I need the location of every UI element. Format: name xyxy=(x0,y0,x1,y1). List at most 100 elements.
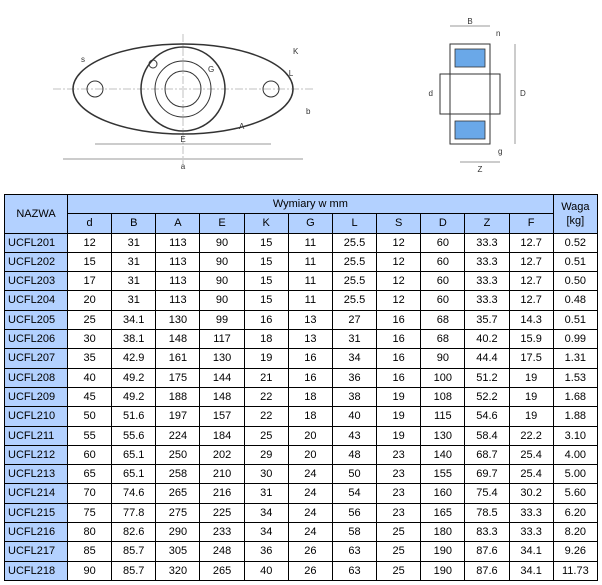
cell-value: 65.1 xyxy=(112,445,156,464)
cell-value: 54 xyxy=(332,484,376,503)
cell-value: 90 xyxy=(421,349,465,368)
cell-name: UCFL215 xyxy=(5,503,68,522)
cell-value: 36 xyxy=(244,542,288,561)
cell-value: 19 xyxy=(244,349,288,368)
cell-name: UCFL212 xyxy=(5,445,68,464)
cell-value: 85 xyxy=(68,542,112,561)
cell-value: 100 xyxy=(421,368,465,387)
cell-value: 175 xyxy=(156,368,200,387)
diagram-area: a E A s b K L G B n D d Z g xyxy=(4,4,598,184)
cell-value: 16 xyxy=(288,349,332,368)
cell-value: 56 xyxy=(332,503,376,522)
cell-value: 13 xyxy=(288,330,332,349)
cell-value: 52.2 xyxy=(465,387,509,406)
cell-value: 58.4 xyxy=(465,426,509,445)
cell-value: 130 xyxy=(421,426,465,445)
dim-d-label: d xyxy=(428,89,432,98)
table-row: UCFL202153111390151125.5126033.312.70.51 xyxy=(5,252,598,271)
cell-value: 75 xyxy=(68,503,112,522)
cell-waga: 0.50 xyxy=(553,272,597,291)
cell-value: 33.3 xyxy=(465,291,509,310)
cell-value: 34 xyxy=(332,349,376,368)
dim-a-label: a xyxy=(180,162,185,171)
cell-value: 31 xyxy=(112,291,156,310)
cell-value: 190 xyxy=(421,561,465,580)
cell-value: 18 xyxy=(244,330,288,349)
table-row: UCFL2115555.62241842520431913058.422.23.… xyxy=(5,426,598,445)
cell-value: 16 xyxy=(377,368,421,387)
cell-value: 35 xyxy=(68,349,112,368)
cell-name: UCFL204 xyxy=(5,291,68,310)
cell-value: 258 xyxy=(156,465,200,484)
table-row: UCFL201123111390151125.5126033.312.70.52 xyxy=(5,233,598,252)
cell-waga: 4.00 xyxy=(553,445,597,464)
cell-name: UCFL216 xyxy=(5,523,68,542)
dim-Z-label: Z xyxy=(477,165,482,174)
table-row: UCFL2136565.12582103024502315569.725.45.… xyxy=(5,465,598,484)
col-nazwa-header: NAZWA xyxy=(5,195,68,234)
cell-waga: 5.60 xyxy=(553,484,597,503)
spec-table: NAZWA Wymiary w mm Waga [kg] dBAEKGLSDZF… xyxy=(4,194,598,581)
cell-value: 40 xyxy=(332,407,376,426)
cell-value: 197 xyxy=(156,407,200,426)
col-d-header: d xyxy=(68,214,112,233)
cell-value: 23 xyxy=(377,465,421,484)
cell-value: 65 xyxy=(68,465,112,484)
cell-name: UCFL214 xyxy=(5,484,68,503)
cell-value: 210 xyxy=(200,465,244,484)
cell-value: 75.4 xyxy=(465,484,509,503)
cell-name: UCFL201 xyxy=(5,233,68,252)
cell-value: 34.1 xyxy=(509,542,553,561)
cell-value: 35.7 xyxy=(465,310,509,329)
cell-value: 44.4 xyxy=(465,349,509,368)
cell-value: 87.6 xyxy=(465,561,509,580)
cell-value: 155 xyxy=(421,465,465,484)
cell-value: 23 xyxy=(377,484,421,503)
table-row: UCFL2063038.1148117181331166840.215.90.9… xyxy=(5,330,598,349)
cell-value: 90 xyxy=(200,233,244,252)
dim-g-label: g xyxy=(498,147,502,156)
cell-value: 15 xyxy=(244,272,288,291)
table-header: NAZWA Wymiary w mm Waga [kg] dBAEKGLSDZF xyxy=(5,195,598,234)
cell-value: 25.5 xyxy=(332,291,376,310)
table-row: UCFL2105051.61971572218401911554.6191.88 xyxy=(5,407,598,426)
cell-value: 68 xyxy=(421,330,465,349)
cell-value: 30 xyxy=(244,465,288,484)
cell-waga: 0.99 xyxy=(553,330,597,349)
dim-E-label: E xyxy=(180,135,185,144)
cell-value: 31 xyxy=(112,252,156,271)
col-Z-header: Z xyxy=(465,214,509,233)
cell-value: 22 xyxy=(244,407,288,426)
cell-value: 34 xyxy=(244,523,288,542)
cell-value: 90 xyxy=(200,291,244,310)
cell-value: 184 xyxy=(200,426,244,445)
cell-value: 27 xyxy=(332,310,376,329)
table-row: UCFL2189085.73202654026632519087.634.111… xyxy=(5,561,598,580)
cell-value: 265 xyxy=(156,484,200,503)
cell-name: UCFL211 xyxy=(5,426,68,445)
cell-value: 31 xyxy=(332,330,376,349)
table-row: UCFL2073542.9161130191634169044.417.51.3… xyxy=(5,349,598,368)
cell-waga: 0.51 xyxy=(553,310,597,329)
cell-value: 20 xyxy=(288,426,332,445)
cell-value: 16 xyxy=(377,349,421,368)
cell-value: 33.3 xyxy=(509,503,553,522)
cell-value: 190 xyxy=(421,542,465,561)
col-S-header: S xyxy=(377,214,421,233)
cell-value: 85.7 xyxy=(112,542,156,561)
cell-value: 14.3 xyxy=(509,310,553,329)
cell-value: 18 xyxy=(288,407,332,426)
table-row: UCFL2157577.82752253424562316578.533.36.… xyxy=(5,503,598,522)
cell-waga: 11.73 xyxy=(553,561,597,580)
cell-value: 15 xyxy=(244,233,288,252)
cell-value: 70 xyxy=(68,484,112,503)
cell-value: 148 xyxy=(200,387,244,406)
cell-value: 99 xyxy=(200,310,244,329)
cell-value: 22 xyxy=(244,387,288,406)
cell-value: 25 xyxy=(377,523,421,542)
cell-value: 31 xyxy=(244,484,288,503)
side-view-diagram: B n D d Z g xyxy=(400,14,560,174)
cell-waga: 0.51 xyxy=(553,252,597,271)
dim-D-label: D xyxy=(520,89,526,98)
table-row: UCFL2147074.62652163124542316075.430.25.… xyxy=(5,484,598,503)
